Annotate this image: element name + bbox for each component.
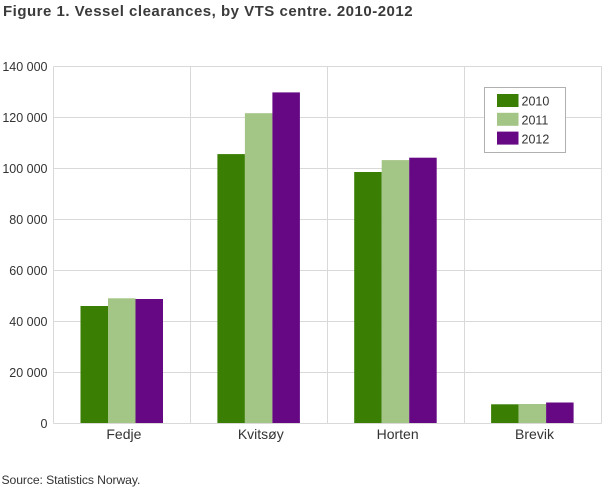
svg-text:20 000: 20 000 xyxy=(9,366,47,380)
svg-text:120 000: 120 000 xyxy=(2,111,47,125)
svg-text:0: 0 xyxy=(41,417,48,431)
svg-text:2010: 2010 xyxy=(522,95,550,109)
svg-text:2012: 2012 xyxy=(522,132,550,146)
svg-text:60 000: 60 000 xyxy=(9,264,47,278)
svg-text:80 000: 80 000 xyxy=(9,213,47,227)
svg-text:Source: Statistics Norway.: Source: Statistics Norway. xyxy=(2,473,141,487)
svg-text:Kvitsøy: Kvitsøy xyxy=(238,426,284,442)
svg-text:Fedje: Fedje xyxy=(106,426,141,442)
svg-text:100 000: 100 000 xyxy=(2,162,47,176)
svg-text:Horten: Horten xyxy=(377,426,419,442)
svg-text:Brevik: Brevik xyxy=(515,426,555,442)
svg-text:140 000: 140 000 xyxy=(2,60,47,74)
svg-text:40 000: 40 000 xyxy=(9,315,47,329)
svg-text:2011: 2011 xyxy=(522,114,549,128)
svg-text:Figure 1. Vessel clearances, b: Figure 1. Vessel clearances, by VTS cent… xyxy=(3,3,413,20)
